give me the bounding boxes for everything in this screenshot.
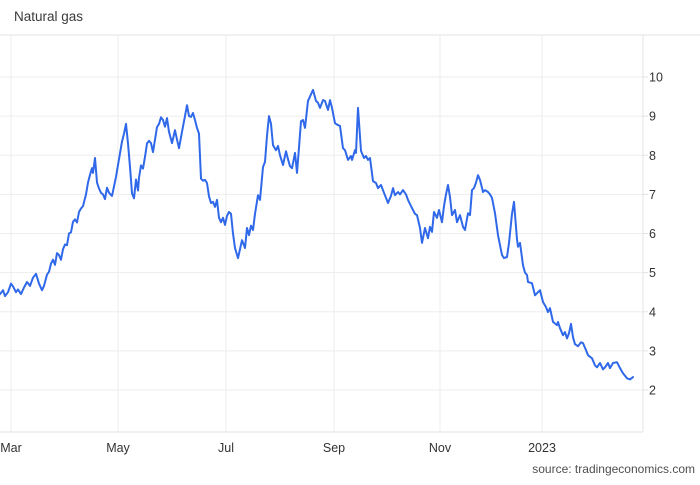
x-tick-label: May (106, 441, 130, 455)
x-tick-label: Jul (218, 441, 234, 455)
x-tick-label: Mar (0, 441, 22, 455)
y-tick-label: 9 (649, 110, 656, 124)
y-tick-label: 8 (649, 149, 656, 163)
y-tick-label: 7 (649, 188, 656, 202)
chart-title: Natural gas (14, 9, 84, 24)
y-tick-label: 6 (649, 227, 656, 241)
x-tick-label: 2023 (528, 441, 556, 455)
y-tick-label: 3 (649, 344, 656, 358)
source-attribution: source: tradingeconomics.com (532, 462, 695, 476)
y-tick-label: 2 (649, 384, 656, 398)
y-tick-label: 5 (649, 266, 656, 280)
y-tick-label: 4 (649, 305, 656, 319)
y-tick-label: 10 (649, 71, 663, 85)
x-tick-label: Sep (323, 441, 345, 455)
x-tick-label: Nov (429, 441, 452, 455)
price-line-series (0, 88, 634, 381)
